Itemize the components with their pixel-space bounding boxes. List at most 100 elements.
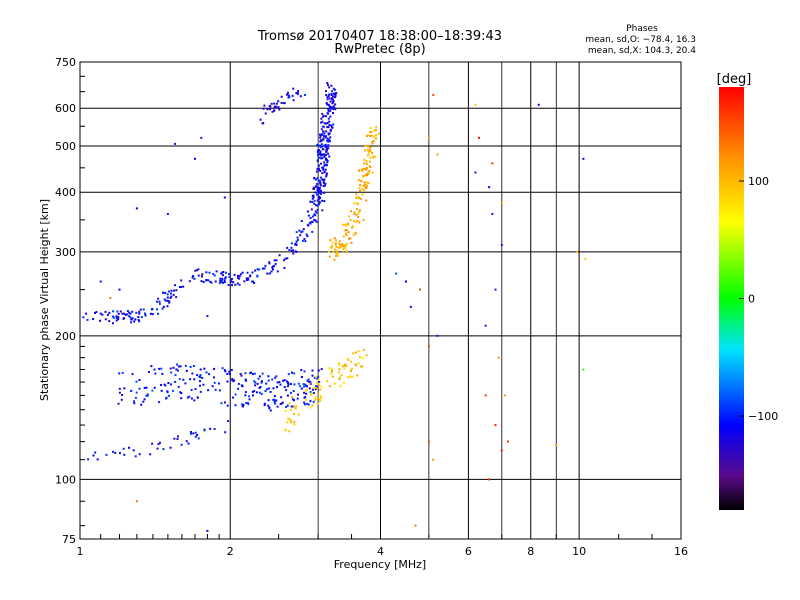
scatter-point [368,165,371,168]
scatter-point [354,363,357,366]
colorbar-tick-label: 100 [748,175,769,188]
scatter-point [267,387,270,390]
scatter-point [311,374,314,377]
scatter-point [238,275,241,278]
scatter-point [363,167,366,170]
scatter-point [334,248,337,251]
scatter-point [228,370,231,373]
scatter-point [283,379,286,382]
scatter-point [342,235,345,238]
scatter-point [321,145,324,148]
scatter-point [252,394,254,397]
scatter-point [109,297,112,299]
scatter-point [331,126,333,129]
scatter-point [335,250,338,252]
scatter-point [223,281,226,284]
scatter-point [355,213,358,216]
scatter-point [335,246,338,248]
scatter-point [322,179,325,182]
scatter-point [94,312,96,314]
scatter-point [140,316,143,319]
scatter-point [156,447,159,450]
scatter-point [149,453,152,456]
scatter-point [326,82,329,84]
scatter-point [315,178,317,181]
scatter-point [327,84,329,87]
scatter-point [319,133,322,136]
scatter-point [341,244,344,247]
colorbar-tick-label: 0 [748,293,755,306]
scatter-point [318,149,320,151]
scatter-point [575,250,578,253]
scatter-point [323,164,326,167]
scatter-point [194,388,197,391]
scatter-point [292,99,295,102]
scatter-point [321,172,324,175]
scatter-point [278,381,281,384]
scatter-point [357,350,360,353]
scatter-point [283,266,286,269]
scatter-point [310,208,313,211]
scatter-point [134,455,137,458]
scatter-point [361,357,364,360]
scatter-point [238,277,241,280]
scatter-point [112,310,115,313]
scatter-point [115,317,118,319]
scatter-point [297,393,299,396]
scatter-point [336,252,339,255]
scatter-point [325,94,328,97]
x-tick-label: 10 [572,545,586,558]
scatter-point [327,110,330,113]
scatter-point [166,296,169,299]
scatter-point [115,319,118,322]
scatter-point [263,267,266,270]
scatter-point [321,166,324,169]
scatter-point [267,404,270,407]
scatter-point [208,271,211,274]
scatter-point [355,202,358,205]
scatter-point [327,108,330,111]
scatter-point [317,384,320,387]
scatter-point [328,155,331,158]
scatter-point [325,164,328,167]
scatter-point [321,199,324,202]
scatter-point [303,238,306,240]
scatter-point [291,94,294,97]
scatter-point [117,402,120,405]
scatter-point [366,149,369,151]
scatter-point [199,384,201,387]
scatter-point [256,382,259,385]
scatter-point [189,378,192,381]
scatter-point [135,391,138,394]
scatter-point [120,398,123,401]
scatter-point [395,272,398,275]
colorbar-unit-label: [deg] [717,72,752,87]
scatter-point [320,154,323,157]
scatter-point [135,380,138,383]
scatter-point [316,183,319,185]
scatter-point [347,223,350,226]
scatter-point [324,115,327,118]
scatter-point [327,140,330,143]
scatter-point [325,130,328,133]
scatter-point [167,382,170,384]
scatter-point [427,345,430,348]
scatter-point [334,92,337,95]
scatter-point [231,379,234,382]
scatter-point [247,278,250,281]
scatter-point [316,209,319,211]
scatter-point [175,289,178,292]
scatter-point [192,432,195,435]
scatter-point [311,369,314,372]
scatter-point [224,370,227,373]
scatter-point [369,149,372,152]
scatter-point [350,241,353,244]
scatter-point [340,245,343,248]
scatter-point [497,356,500,359]
scatter-point [219,277,222,280]
scatter-point [254,384,257,387]
scatter-point [323,156,326,158]
scatter-point [231,378,234,380]
scatter-point [367,182,370,185]
